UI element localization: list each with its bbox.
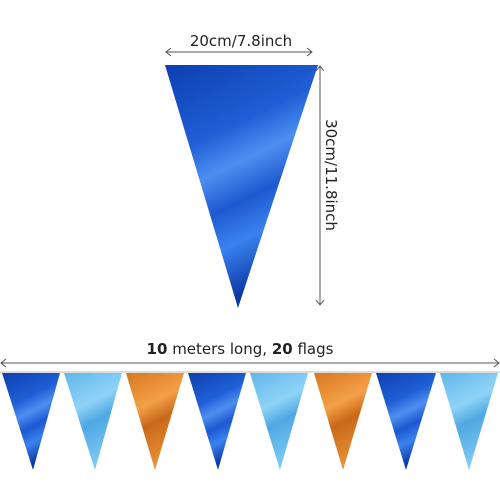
flag: [2, 373, 60, 470]
flags-text: flags: [297, 340, 333, 358]
width-label: 20cm/7.8inch: [190, 32, 292, 50]
banner-flags: [2, 373, 498, 470]
flag: [376, 373, 436, 470]
length-text: meters long,: [172, 340, 267, 358]
height-label: 30cm/11.8inch: [322, 119, 340, 231]
flag: [188, 373, 246, 470]
flags-number: 20: [272, 340, 293, 358]
large-flag: [165, 65, 318, 308]
flag: [440, 373, 498, 470]
length-number: 10: [147, 340, 168, 358]
width-arrow: [165, 47, 313, 57]
height-arrow: [315, 65, 325, 306]
flag: [250, 373, 308, 470]
banner-label: 10 meters long, 20 flags: [147, 340, 334, 358]
flag: [64, 373, 122, 470]
flag: [126, 373, 184, 470]
length-arrow: [0, 358, 500, 368]
flag: [314, 373, 372, 470]
